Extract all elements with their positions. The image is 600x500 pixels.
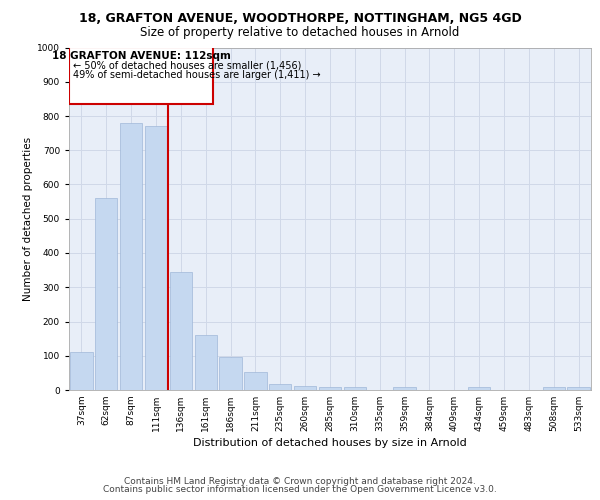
Bar xyxy=(542,386,565,390)
Text: Contains HM Land Registry data © Crown copyright and database right 2024.: Contains HM Land Registry data © Crown c… xyxy=(124,477,476,486)
Text: Size of property relative to detached houses in Arnold: Size of property relative to detached ho… xyxy=(140,26,460,39)
Y-axis label: Number of detached properties: Number of detached properties xyxy=(23,136,33,301)
Text: 18 GRAFTON AVENUE: 112sqm: 18 GRAFTON AVENUE: 112sqm xyxy=(52,51,231,61)
Bar xyxy=(120,123,142,390)
Bar xyxy=(319,386,341,390)
Bar xyxy=(170,272,192,390)
Bar xyxy=(70,352,92,390)
Bar xyxy=(568,386,590,390)
Bar xyxy=(194,334,217,390)
Bar xyxy=(468,388,490,390)
Bar xyxy=(394,386,416,390)
Bar xyxy=(294,386,316,390)
Bar xyxy=(244,372,266,390)
Bar xyxy=(95,198,118,390)
Text: 49% of semi-detached houses are larger (1,411) →: 49% of semi-detached houses are larger (… xyxy=(73,70,321,80)
Bar xyxy=(70,48,213,104)
Bar xyxy=(269,384,292,390)
Bar xyxy=(220,358,242,390)
Bar xyxy=(344,388,366,390)
Text: 18, GRAFTON AVENUE, WOODTHORPE, NOTTINGHAM, NG5 4GD: 18, GRAFTON AVENUE, WOODTHORPE, NOTTINGH… xyxy=(79,12,521,26)
Text: Contains public sector information licensed under the Open Government Licence v3: Contains public sector information licen… xyxy=(103,485,497,494)
Bar xyxy=(145,126,167,390)
Text: Distribution of detached houses by size in Arnold: Distribution of detached houses by size … xyxy=(193,438,467,448)
Text: ← 50% of detached houses are smaller (1,456): ← 50% of detached houses are smaller (1,… xyxy=(73,60,302,70)
